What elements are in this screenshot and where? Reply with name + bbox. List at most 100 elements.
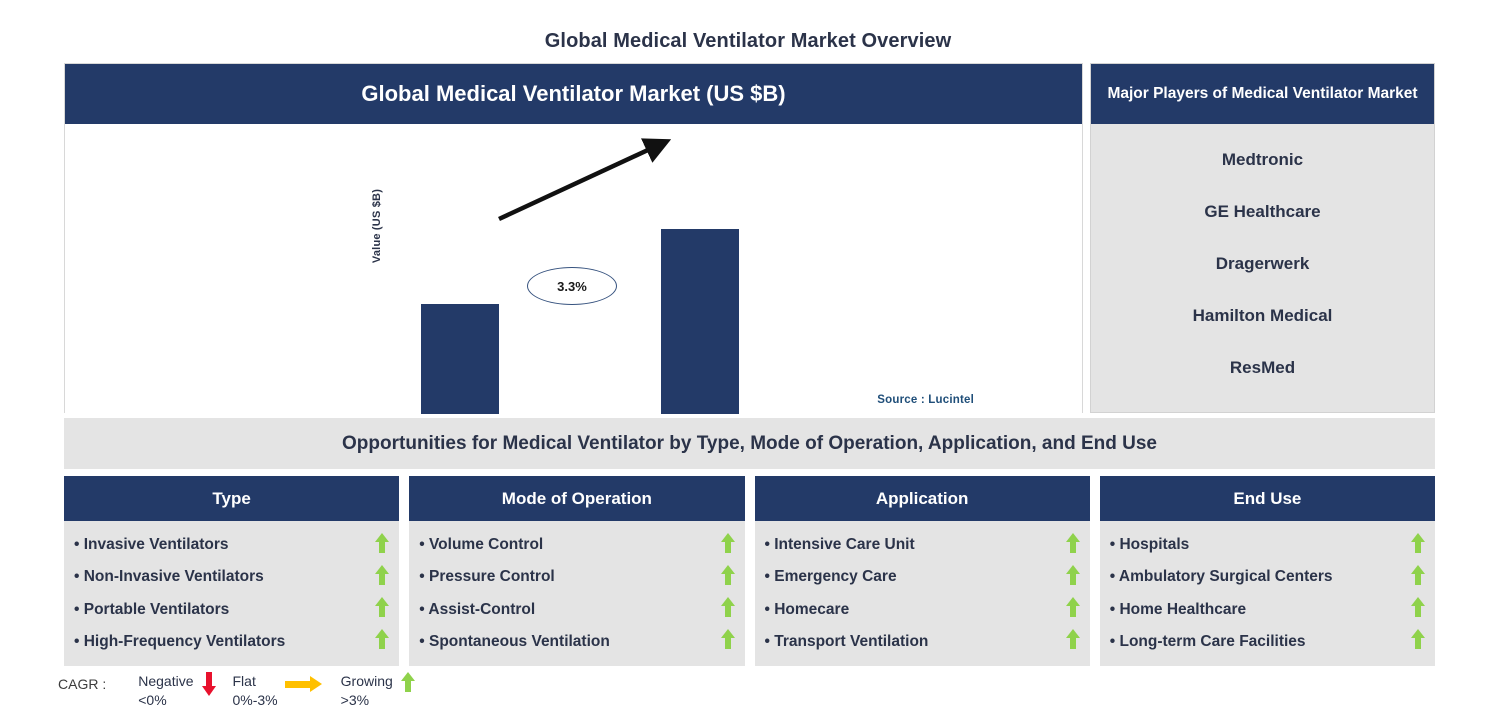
list-item: Dragerwerk: [1215, 254, 1310, 273]
legend-range: >3%: [340, 691, 370, 708]
list-item-label: • Long-term Care Facilities: [1109, 632, 1306, 650]
legend-range: <0%: [138, 691, 167, 708]
list-item: GE Healthcare: [1204, 202, 1321, 221]
list-item: • Non-Invasive Ventilators: [74, 564, 391, 590]
list-item-label: • Hospitals: [1109, 536, 1190, 554]
arrow-up-green-icon: [374, 597, 390, 618]
chart-bars-container: [335, 164, 825, 414]
arrow-up-green-icon: [720, 532, 736, 553]
column-header-mode-of-operation: Mode of Operation: [409, 476, 745, 521]
trend-cell: [1409, 564, 1427, 590]
chart-card-header: Global Medical Ventilator Market (US $B): [65, 64, 1082, 124]
list-item-label: • Homecare: [764, 600, 850, 618]
list-item-label: • Home Healthcare: [1109, 600, 1247, 618]
list-item-label: • High-Frequency Ventilators: [74, 632, 286, 650]
list-item: • Pressure Control: [419, 564, 737, 590]
legend-range: 0%-3%: [232, 691, 278, 708]
list-item: • Invasive Ventilators: [74, 532, 391, 558]
legend-item-negative-labels: Negative <0%: [138, 672, 193, 710]
list-item-label: • Assist-Control: [419, 600, 536, 618]
legend-item-flat: Flat 0%-3%: [233, 672, 325, 710]
trend-cell: [373, 532, 391, 558]
arrow-up-green-icon: [374, 532, 390, 553]
arrow-up-green-icon: [1065, 564, 1081, 585]
opportunities-banner: Opportunities for Medical Ventilator by …: [64, 418, 1435, 469]
opportunity-columns: Type • Invasive Ventilators • Non-Invasi…: [64, 476, 1435, 666]
arrow-up-green-icon: [1410, 597, 1426, 618]
arrow-up-green-icon: [1065, 629, 1081, 650]
trend-cell: [719, 597, 737, 622]
trend-cell: [1409, 629, 1427, 654]
major-players-header: Major Players of Medical Ventilator Mark…: [1091, 64, 1434, 124]
trend-cell: [1064, 597, 1082, 622]
legend-item-growing: Growing >3%: [341, 672, 418, 710]
list-item: • Spontaneous Ventilation: [419, 629, 736, 654]
list-item: • Hospitals: [1109, 532, 1427, 558]
arrow-up-green-icon: [720, 564, 736, 585]
cagr-value-bubble: 3.3%: [527, 267, 617, 305]
list-item-label: • Spontaneous Ventilation: [419, 632, 610, 650]
trend-cell: [1064, 564, 1082, 590]
column-header-application: Application: [754, 476, 1090, 521]
arrow-down-red-icon: [201, 672, 217, 696]
list-item: • Volume Control: [419, 532, 737, 558]
trend-cell: [373, 564, 391, 590]
arrow-up-green-icon: [1065, 597, 1081, 618]
column-body-mode-of-operation: • Volume Control • Pressure Control • As…: [409, 521, 745, 666]
column-body-type: • Invasive Ventilators • Non-Invasive Ve…: [64, 521, 400, 666]
arrow-up-green-icon: [400, 672, 418, 698]
column-body-end-use: • Hospitals • Ambulatory Surgical Center…: [1099, 521, 1435, 666]
list-item: • Portable Ventilators: [74, 597, 391, 622]
arrow-up-green-icon: [374, 564, 390, 585]
legend-item-flat-labels: Flat 0%-3%: [233, 672, 278, 710]
chart-plot-area: Value (US $B) 2025 2031 3.3%: [65, 124, 1082, 442]
list-item: • Long-term Care Facilities: [1110, 629, 1427, 654]
legend-item-negative: Negative <0%: [138, 672, 216, 710]
major-players-card: Major Players of Medical Ventilator Mark…: [1090, 63, 1435, 413]
trend-cell: [1064, 532, 1082, 558]
legend-label: Flat: [232, 673, 256, 689]
trend-cell: [719, 532, 737, 558]
column-body-application: • Intensive Care Unit • Emergency Care •…: [754, 521, 1090, 666]
chart-bar-2031: [661, 229, 739, 414]
trend-cell: [1409, 532, 1427, 558]
arrow-up-green-icon: [1410, 564, 1426, 585]
list-item-label: • Portable Ventilators: [74, 600, 230, 618]
cagr-legend: CAGR : Negative <0% Flat 0%-3% Growing >…: [58, 672, 418, 710]
market-chart-card: Global Medical Ventilator Market (US $B)…: [64, 63, 1083, 442]
list-item-label: • Transport Ventilation: [764, 632, 929, 650]
trend-cell: [373, 597, 391, 622]
list-item-label: • Invasive Ventilators: [74, 536, 229, 554]
trend-cell: [719, 564, 737, 590]
list-item-label: • Ambulatory Surgical Centers: [1109, 568, 1333, 586]
list-item: Hamilton Medical: [1192, 306, 1333, 325]
arrow-right-yellow-icon: [284, 676, 325, 692]
opportunity-column-type: Type • Invasive Ventilators • Non-Invasi…: [64, 476, 400, 666]
column-header-end-use: End Use: [1099, 476, 1435, 521]
opportunity-column-mode-of-operation: Mode of Operation • Volume Control • Pre…: [409, 476, 745, 666]
arrow-up-green-icon: [1410, 629, 1426, 650]
list-item: • Home Healthcare: [1110, 597, 1427, 622]
legend-item-growing-labels: Growing >3%: [341, 672, 393, 710]
chart-source-note: Source : Lucintel: [877, 394, 974, 406]
list-item-label: • Non-Invasive Ventilators: [74, 568, 264, 586]
list-item: • Assist-Control: [419, 597, 736, 622]
trend-cell: [1064, 629, 1082, 654]
list-item: • Intensive Care Unit: [764, 532, 1082, 558]
opportunity-column-application: Application • Intensive Care Unit • Emer…: [754, 476, 1090, 666]
opportunity-column-end-use: End Use • Hospitals • Ambulatory Surgica…: [1099, 476, 1435, 666]
list-item: • Transport Ventilation: [765, 629, 1082, 654]
cagr-legend-title: CAGR :: [58, 676, 107, 692]
arrow-up-green-icon: [1065, 532, 1081, 553]
arrow-up-green-icon: [374, 629, 390, 650]
trend-cell: [719, 629, 737, 654]
list-item: • Emergency Care: [764, 564, 1082, 590]
list-item-label: • Emergency Care: [764, 568, 897, 586]
list-item-label: • Volume Control: [419, 536, 544, 554]
chart-bar-2025: [421, 304, 499, 414]
list-item-label: • Intensive Care Unit: [764, 536, 915, 554]
list-item: • Homecare: [765, 597, 1082, 622]
list-item: ResMed: [1229, 358, 1296, 377]
trend-cell: [373, 629, 391, 654]
major-players-list: Medtronic GE Healthcare Dragerwerk Hamil…: [1091, 124, 1434, 412]
